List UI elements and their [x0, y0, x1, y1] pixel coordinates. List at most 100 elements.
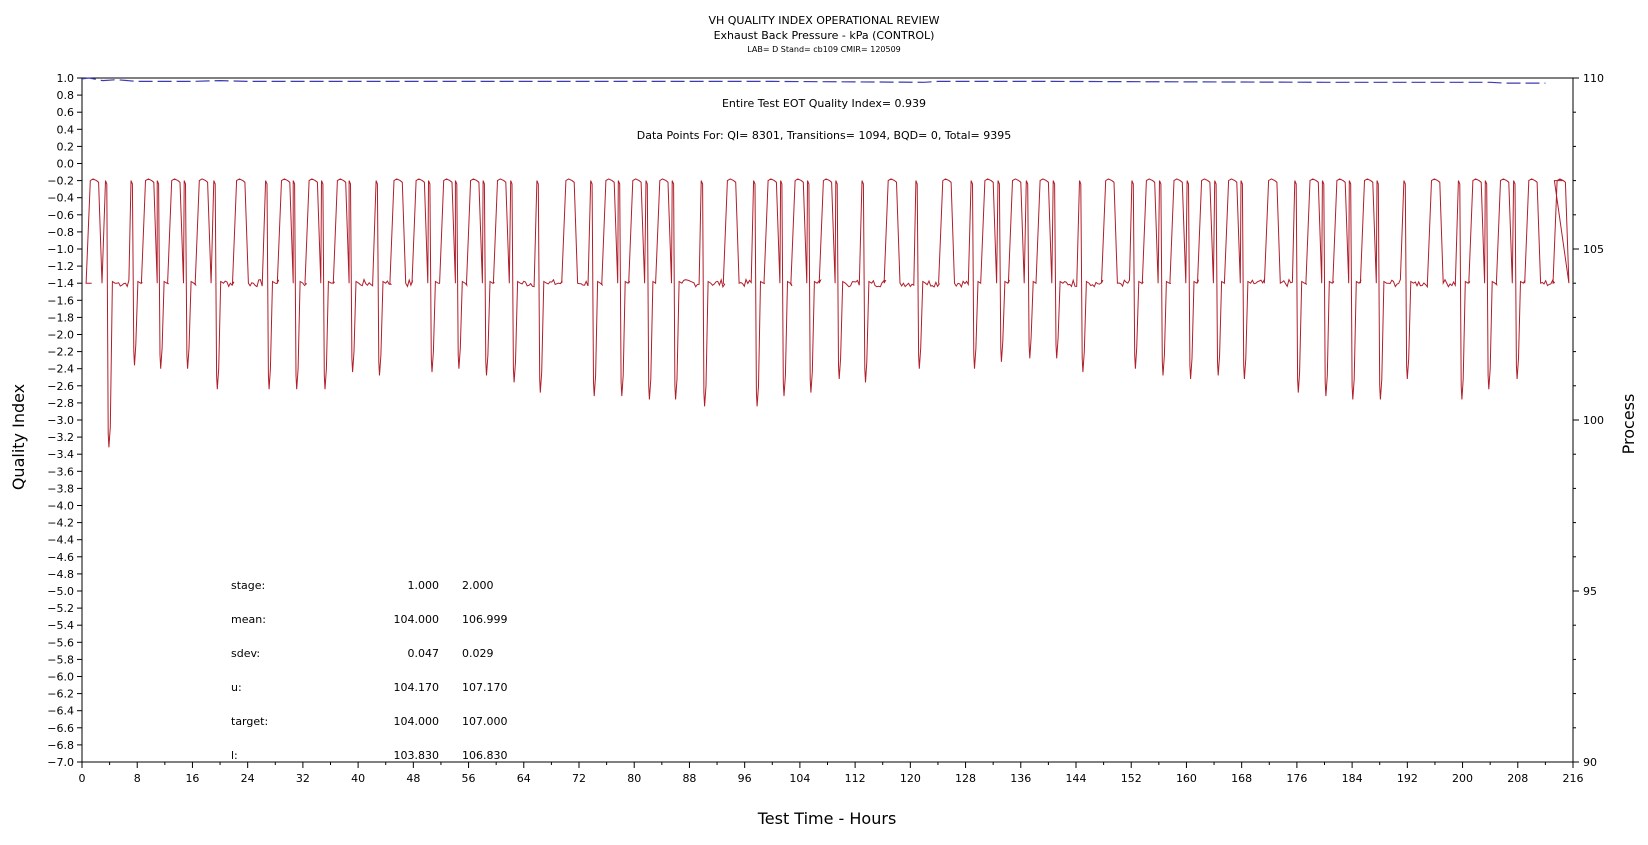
- stat-value-stage1: 104.170: [394, 681, 440, 694]
- x-tick-label: 56: [462, 772, 476, 785]
- x-tick-label: 200: [1452, 772, 1473, 785]
- x-tick-label: 136: [1010, 772, 1031, 785]
- y-left-tick-label: 0.8: [57, 89, 75, 102]
- y-left-tick-label: −1.6: [47, 294, 74, 307]
- stat-label: u:: [231, 681, 242, 694]
- x-tick-label: 144: [1066, 772, 1087, 785]
- quality-index-series: [81, 77, 1546, 84]
- y-axis-label-right: Process: [1619, 394, 1638, 455]
- x-tick-label: 128: [955, 772, 976, 785]
- x-tick-label: 168: [1231, 772, 1252, 785]
- chart-title: VH QUALITY INDEX OPERATIONAL REVIEW: [708, 14, 939, 27]
- x-tick-label: 88: [682, 772, 696, 785]
- y-left-tick-label: −6.8: [47, 739, 74, 752]
- y-left-tick-label: −6.6: [47, 722, 74, 735]
- y-left-tick-label: 0.6: [57, 106, 75, 119]
- y-left-tick-label: −3.6: [47, 465, 74, 478]
- y-left-tick-label: −5.6: [47, 636, 74, 649]
- x-tick-label: 120: [900, 772, 921, 785]
- y-left-tick-label: −1.8: [47, 311, 74, 324]
- y-left-tick-label: −0.4: [47, 192, 74, 205]
- y-left-tick-label: 1.0: [57, 72, 75, 85]
- y-left-tick-label: −5.2: [47, 602, 74, 615]
- x-tick-label: 48: [406, 772, 420, 785]
- y-left-tick-label: −0.2: [47, 175, 74, 188]
- annotation-data-points: Data Points For: QI= 8301, Transitions= …: [637, 129, 1012, 142]
- y-left-tick-label: −4.6: [47, 551, 74, 564]
- y-left-tick-label: −5.4: [47, 619, 74, 632]
- y-left-tick-label: −7.0: [47, 756, 74, 769]
- y-left-tick-label: 0.0: [57, 158, 75, 171]
- chart-subtitle: Exhaust Back Pressure - kPa (CONTROL): [714, 29, 935, 42]
- y-left-tick-label: −5.8: [47, 653, 74, 666]
- y-left-tick-label: −2.8: [47, 397, 74, 410]
- x-tick-label: 80: [627, 772, 641, 785]
- stat-value-stage1: 104.000: [394, 715, 440, 728]
- x-tick-label: 192: [1397, 772, 1418, 785]
- x-tick-label: 160: [1176, 772, 1197, 785]
- x-tick-label: 40: [351, 772, 365, 785]
- y-left-tick-label: −1.0: [47, 243, 74, 256]
- x-tick-label: 24: [241, 772, 255, 785]
- stat-value-stage1: 0.047: [408, 647, 440, 660]
- x-tick-label: 208: [1507, 772, 1528, 785]
- stat-value-stage2: 0.029: [462, 647, 494, 660]
- y-left-tick-label: −4.2: [47, 517, 74, 530]
- annotation-eot-quality-index: Entire Test EOT Quality Index= 0.939: [722, 97, 926, 110]
- x-axis-label: Test Time - Hours: [757, 809, 897, 828]
- y-left-tick-label: −5.0: [47, 585, 74, 598]
- y-left-tick-label: −1.4: [47, 277, 74, 290]
- y-left-tick-label: −2.4: [47, 363, 74, 376]
- stat-value-stage2: 107.000: [462, 715, 508, 728]
- x-tick-label: 96: [738, 772, 752, 785]
- stats-table: stage: 1.000 2.000 mean: 104.000 106.999 sdev:…: [231, 579, 508, 762]
- y-left-tick-label: −4.4: [47, 534, 74, 547]
- series-layer: [81, 77, 1570, 448]
- y-right-tick-label: 90: [1583, 756, 1597, 769]
- stat-label: mean:: [231, 613, 266, 626]
- y-right-tick-label: 110: [1583, 72, 1604, 85]
- x-tick-label: 216: [1563, 772, 1584, 785]
- stat-label: target:: [231, 715, 268, 728]
- stat-value-stage1: 104.000: [394, 613, 440, 626]
- x-tick-label: 112: [845, 772, 866, 785]
- stat-value-stage2: 107.170: [462, 681, 508, 694]
- y-left-tick-label: −0.6: [47, 209, 74, 222]
- x-tick-label: 72: [572, 772, 586, 785]
- y-right-tick-label: 105: [1583, 243, 1604, 256]
- y-left-tick-label: −3.0: [47, 414, 74, 427]
- y-right-tick-label: 100: [1583, 414, 1604, 427]
- y-left-tick-label: −4.0: [47, 500, 74, 513]
- stat-value-stage1: 103.830: [394, 749, 440, 762]
- y-axis-label-left: Quality Index: [9, 384, 28, 490]
- chart-subtitle-2: LAB= D Stand= cb109 CMIR= 120509: [747, 45, 901, 54]
- x-tick-label: 16: [185, 772, 199, 785]
- stat-value-stage1: 1.000: [408, 579, 440, 592]
- y-left-tick-label: −2.0: [47, 329, 74, 342]
- y-left-tick-label: −4.8: [47, 568, 74, 581]
- stat-label: l:: [231, 749, 238, 762]
- y-left-tick-label: −3.4: [47, 448, 74, 461]
- x-tick-label: 64: [517, 772, 531, 785]
- y-left-tick-label: −6.0: [47, 671, 74, 684]
- x-tick-label: 184: [1342, 772, 1363, 785]
- stat-value-stage2: 106.830: [462, 749, 508, 762]
- y-left-tick-label: −6.2: [47, 688, 74, 701]
- y-left-tick-label: −0.8: [47, 226, 74, 239]
- x-tick-label: 0: [79, 772, 86, 785]
- x-tick-label: 32: [296, 772, 310, 785]
- stat-label: sdev:: [231, 647, 260, 660]
- y-left-tick-label: −6.4: [47, 705, 74, 718]
- y-left-tick-label: −2.2: [47, 346, 74, 359]
- y-left-tick-label: −2.6: [47, 380, 74, 393]
- y-right-tick-label: 95: [1583, 585, 1597, 598]
- y-left-tick-label: −3.8: [47, 482, 74, 495]
- stat-label: stage:: [231, 579, 265, 592]
- y-left-tick-label: −1.2: [47, 260, 74, 273]
- stat-value-stage2: 2.000: [462, 579, 494, 592]
- x-tick-label: 8: [134, 772, 141, 785]
- x-tick-label: 104: [789, 772, 810, 785]
- process-series: [85, 178, 1570, 448]
- x-tick-label: 176: [1286, 772, 1307, 785]
